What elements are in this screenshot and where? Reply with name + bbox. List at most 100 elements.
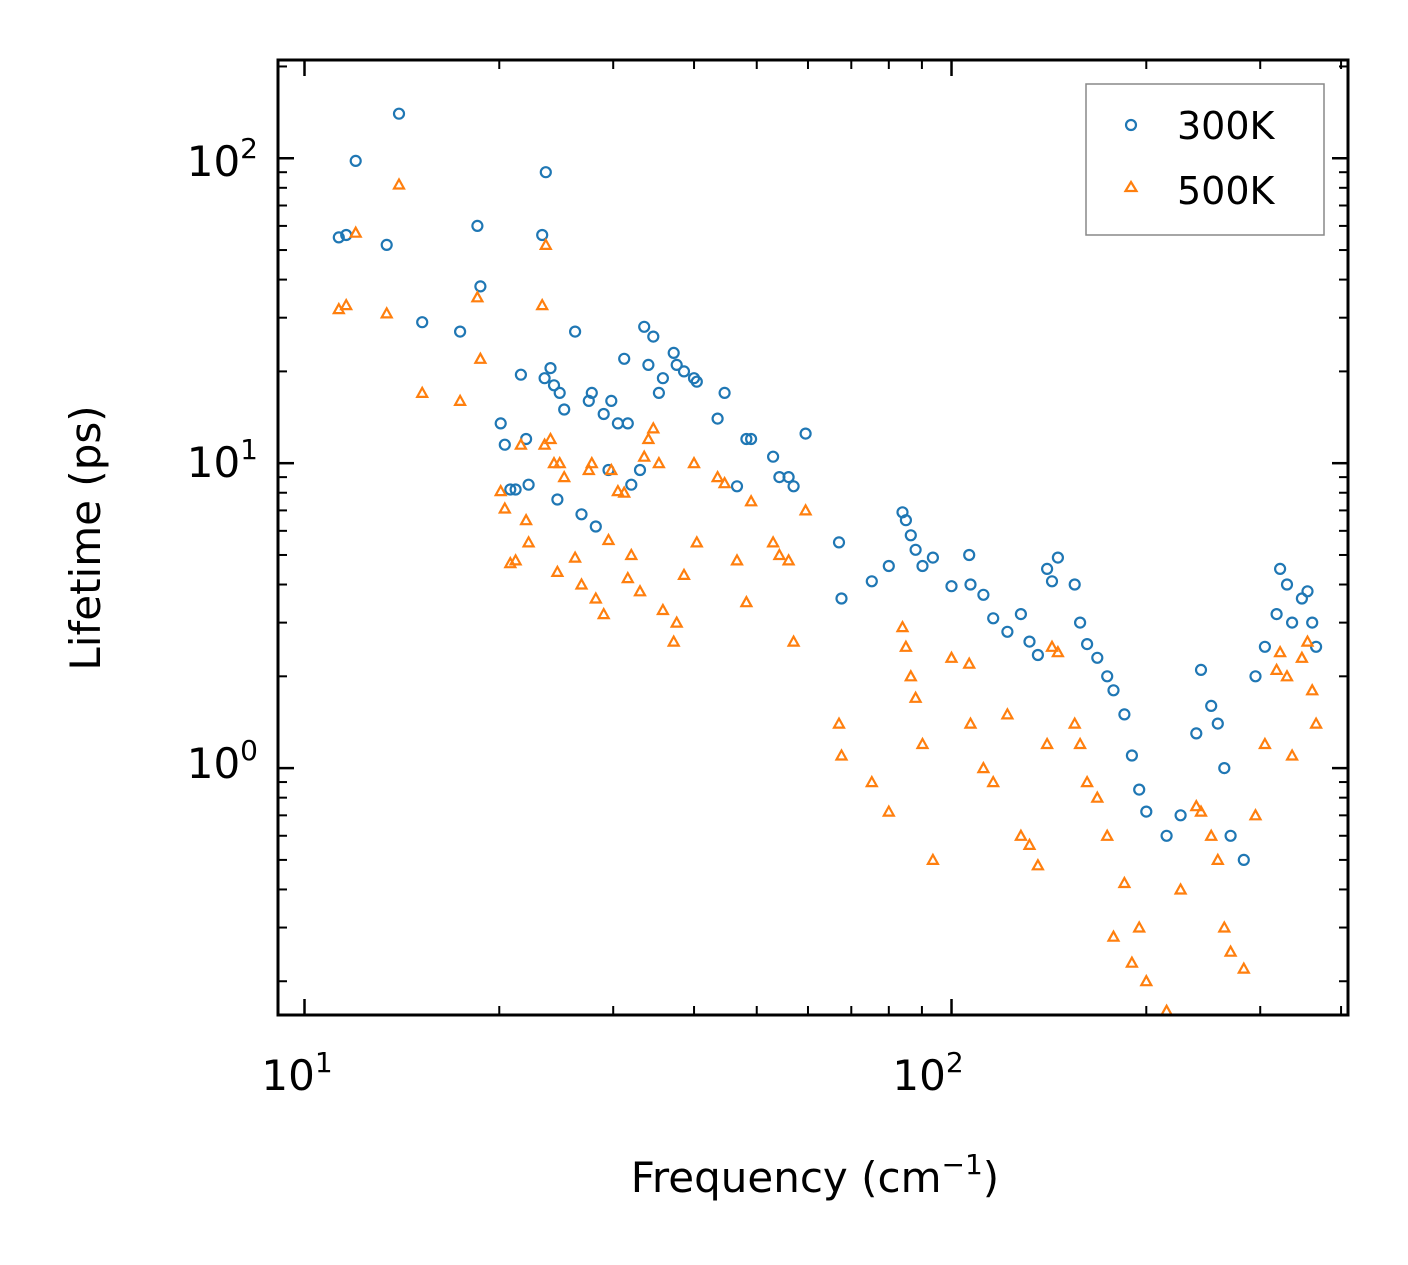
data-point-500K (584, 455, 599, 469)
data-point-300K (494, 417, 507, 430)
data-point-500K (637, 449, 652, 462)
data-point-300K (1091, 651, 1104, 664)
data-point-300K (744, 432, 758, 446)
data-point-500K (508, 553, 523, 566)
xtick-exp: 1 (315, 1046, 333, 1079)
data-point-300K (551, 493, 564, 506)
data-point-300K (471, 219, 484, 232)
data-point-500K (1080, 774, 1094, 788)
data-point-300K (585, 386, 598, 399)
data-point-300K (1101, 670, 1114, 683)
data-point-300K (498, 438, 511, 451)
data-point-500K (1295, 650, 1309, 663)
data-point-500K (687, 455, 701, 469)
data-point-500K (1125, 955, 1139, 968)
data-point-500K (646, 421, 661, 434)
data-point-300K (832, 536, 846, 549)
data-point-500K (1223, 944, 1238, 957)
data-point-300K (1051, 551, 1065, 564)
data-point-300K (1118, 708, 1131, 721)
data-point-500K (415, 385, 430, 398)
data-point-300K (652, 386, 666, 399)
data-point-500K (976, 760, 991, 774)
data-point-300K (1306, 616, 1319, 629)
data-point-500K (1269, 662, 1284, 676)
data-point-500K (1014, 828, 1028, 841)
data-point-500K (453, 393, 467, 406)
data-point-300K (536, 228, 549, 242)
data-point-500K (1285, 748, 1299, 761)
data-point-500K (588, 591, 603, 604)
data-point-300K (553, 386, 566, 399)
data-point-500K (832, 716, 846, 729)
data-point-300K (916, 559, 929, 573)
data-point-500K (1194, 804, 1208, 817)
data-point-300K (711, 412, 724, 425)
data-point-500K (1090, 790, 1105, 803)
data-point-300K (1080, 637, 1094, 651)
data-point-300K (1190, 727, 1203, 740)
x-axis-label-end: ) (983, 1153, 999, 1202)
data-point-300K (332, 231, 345, 244)
data-point-500K (1189, 798, 1204, 812)
ytick-exp: 1 (240, 433, 258, 466)
data-point-300K (656, 372, 670, 385)
x-axis-label-main: Frequency (cm (631, 1153, 942, 1202)
xtick-base: 10 (892, 1051, 945, 1100)
y-axis-label: Lifetime (ps) (61, 405, 110, 670)
data-point-500K (677, 567, 691, 581)
data-point-500K (1305, 683, 1320, 696)
data-point-500K (550, 564, 565, 578)
data-point-300K (1107, 684, 1120, 697)
data-point-500K (1132, 920, 1147, 933)
legend: 300K 500K (1085, 83, 1325, 236)
ytick-label-100: 102 (187, 132, 258, 186)
data-point-500K (689, 535, 704, 548)
ytick-base: 10 (187, 438, 240, 487)
data-point-500K (1051, 644, 1065, 658)
data-point-300K (589, 520, 602, 533)
data-point-300K (787, 480, 800, 493)
data-point-500K (962, 656, 977, 669)
data-point-300K (1237, 853, 1250, 867)
data-point-500K (1106, 929, 1121, 942)
data-point-300K (1285, 616, 1299, 629)
data-point-300K (899, 514, 913, 527)
data-point-500K (379, 306, 394, 319)
data-point-500K (1022, 837, 1037, 851)
data-point-300K (945, 580, 958, 593)
data-point-500K (669, 615, 684, 628)
data-point-300K (1140, 805, 1153, 818)
data-point-500K (339, 297, 354, 311)
data-point-300K (568, 325, 582, 338)
data-point-500K (1210, 852, 1225, 866)
data-point-300K (766, 450, 780, 463)
data-point-300K (730, 480, 744, 493)
data-point-500K (717, 475, 732, 489)
data-point-300K (621, 417, 634, 430)
data-point-500K (620, 570, 635, 584)
data-point-500K (581, 462, 596, 476)
data-point-500K (543, 431, 558, 445)
data-point-500K (552, 455, 567, 469)
data-point-500K (908, 690, 923, 703)
data-point-500K (1117, 875, 1132, 889)
data-point-500K (1248, 808, 1263, 821)
data-point-500K (557, 469, 572, 483)
data-point-500K (915, 736, 930, 750)
data-point-500K (1000, 707, 1015, 720)
xtick-label-100: 102 (892, 1046, 963, 1100)
data-point-500K (574, 577, 589, 590)
data-point-300K (1218, 761, 1231, 775)
data-point-500K (535, 297, 550, 311)
xtick-base: 10 (261, 1051, 314, 1100)
data-point-500K (641, 431, 656, 445)
data-point-500K (944, 650, 959, 663)
ytick-base: 10 (187, 739, 240, 788)
data-point-300K (977, 588, 990, 601)
data-point-500K (521, 535, 536, 548)
plot-frame (276, 58, 1350, 1017)
ytick-label-10: 101 (187, 433, 258, 487)
data-point-500K (1217, 920, 1232, 933)
data-point-300K (1125, 749, 1139, 762)
